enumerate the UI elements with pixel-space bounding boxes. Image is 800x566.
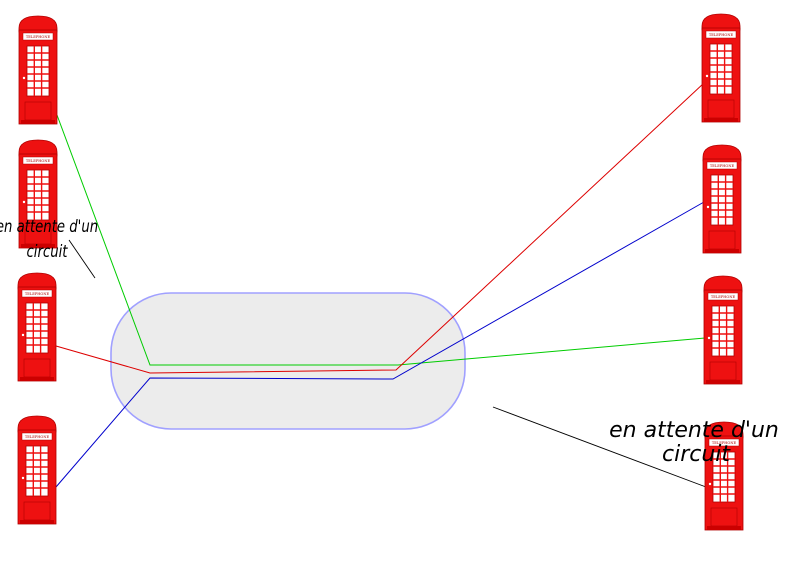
booth-sign: TELEPHONE [25, 435, 50, 439]
booth-sign: TELEPHONE [709, 33, 734, 37]
right-waiting-pointer [492, 406, 707, 488]
booth-sign: TELEPHONE [710, 164, 735, 168]
booth-left-4: TELEPHONE [17, 415, 57, 525]
booth-left-3: TELEPHONE [17, 272, 57, 382]
right-waiting-note-line1: en attente d'un [609, 418, 779, 443]
blue-circuit-line [55, 201, 705, 488]
booth-right-4: TELEPHONE [704, 421, 744, 531]
booth-right-3: TELEPHONE [703, 275, 743, 385]
red-circuit-line [55, 82, 705, 374]
left-waiting-pointer [68, 239, 96, 279]
booth-left-1: TELEPHONE [18, 15, 58, 125]
booth-sign: TELEPHONE [711, 295, 736, 299]
left-waiting-note-line1: en attente d'un [0, 216, 98, 236]
booth-sign: TELEPHONE [25, 292, 50, 296]
network-cloud-icon [110, 292, 466, 430]
left-waiting-note-line2: circuit [27, 241, 69, 261]
booth-sign: TELEPHONE [712, 441, 737, 445]
booth-right-2: TELEPHONE [702, 144, 742, 254]
right-waiting-note-line2: circuit [662, 442, 731, 467]
booth-sign: TELEPHONE [26, 159, 51, 163]
green-circuit-line [56, 114, 706, 366]
booth-left-2: TELEPHONE [18, 139, 58, 249]
booth-sign: TELEPHONE [26, 35, 51, 39]
booth-right-1: TELEPHONE [701, 13, 741, 123]
